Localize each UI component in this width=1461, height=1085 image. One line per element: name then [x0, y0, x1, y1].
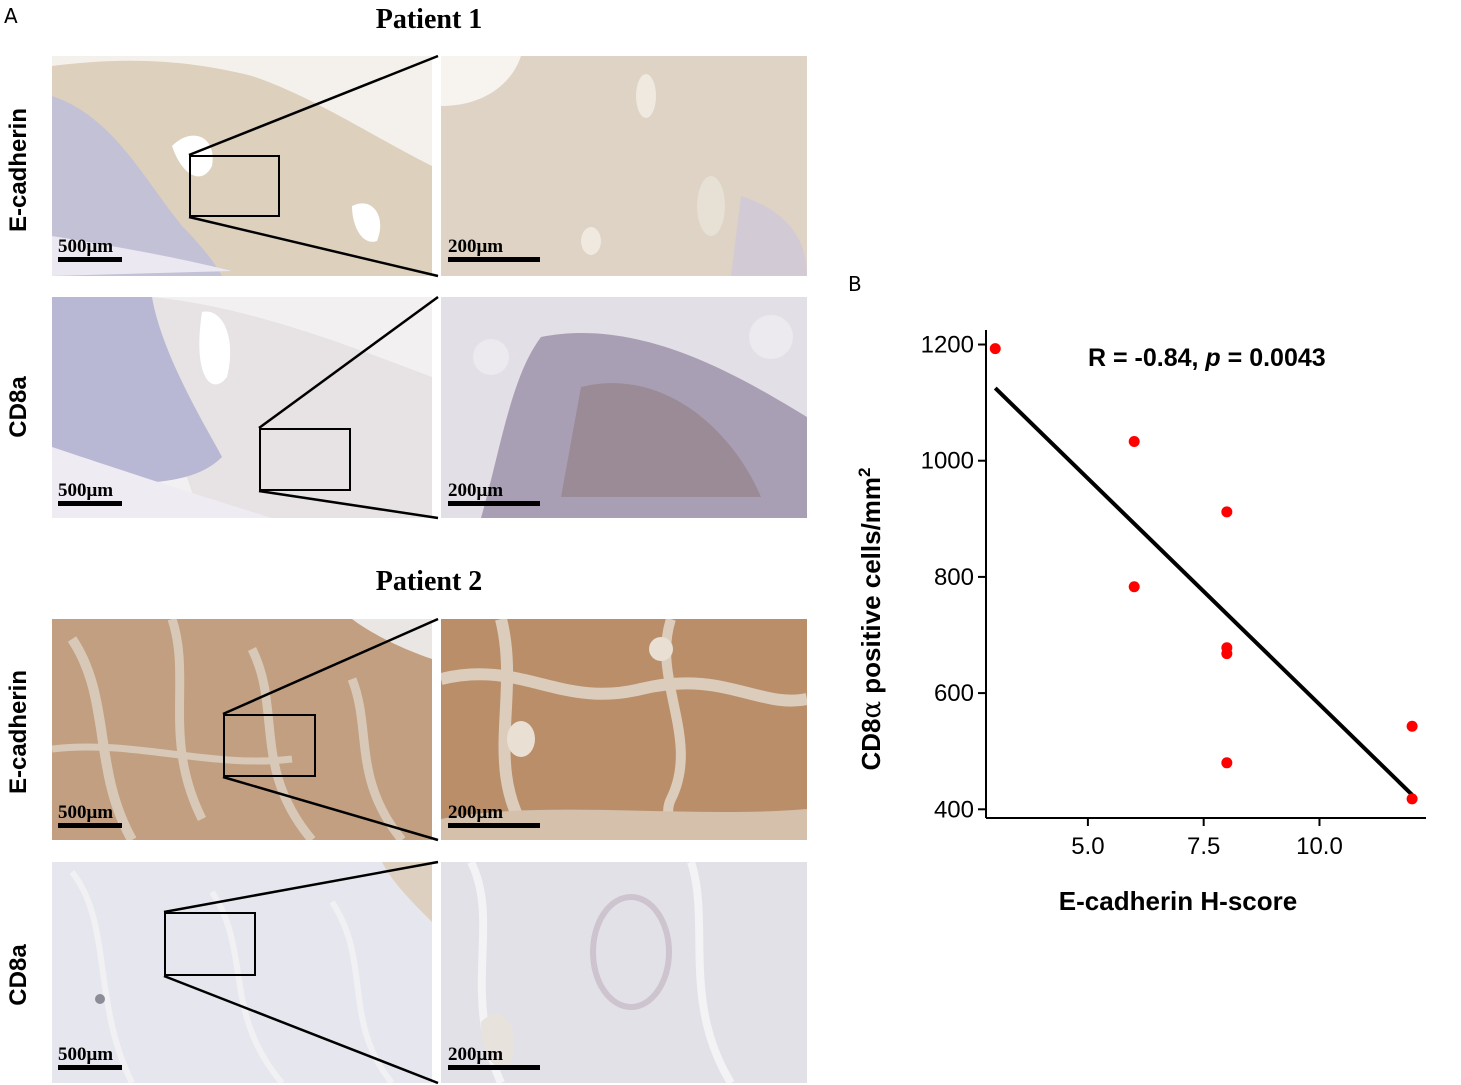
tissue-zoom-graphic: [441, 619, 807, 840]
p2-ecadherin-overview-image: [52, 619, 432, 840]
chart-ticks: 400 600 800 1000 1200 5.0 7.5 10.0: [921, 332, 1343, 860]
data-point: [1128, 436, 1140, 448]
connector-line: [222, 775, 439, 842]
scale-bar: [448, 257, 540, 262]
y-tick-label: 600: [934, 680, 974, 707]
p2-ecadherin-zoom-box: [223, 714, 316, 777]
data-point: [989, 343, 1001, 355]
y-tick-label: 400: [934, 796, 974, 823]
tissue-zoom-graphic: [441, 862, 807, 1083]
y-axis-label: CD8α positive cells/mm2: [855, 467, 887, 770]
scale-bar: [448, 1065, 540, 1070]
tissue-zoom-graphic: [441, 56, 807, 276]
regression-line: [993, 386, 1414, 797]
p2-cd8a-zoom-image: [441, 862, 807, 1083]
p1-cd8a-zoom-box: [259, 428, 351, 491]
x-axis-label: E-cadherin H-score: [1059, 886, 1297, 916]
scale-label: 200μm: [448, 236, 504, 257]
correlation-annotation: R = -0.84, p = 0.0043: [1088, 344, 1326, 372]
connector-line: [258, 295, 439, 430]
p1-ecadherin-overview-image: [52, 56, 432, 276]
scatter-chart: 400 600 800 1000 1200 5.0 7.5 10.0 E-cadherin H…: [855, 330, 1426, 916]
connector-line: [163, 860, 439, 914]
scale-label: 500μm: [58, 1044, 114, 1065]
scale-bar: [58, 501, 122, 506]
x-tick-label: 5.0: [1071, 833, 1104, 860]
p2-cd8a-zoom-box: [164, 912, 256, 976]
scale-bar: [58, 823, 122, 828]
p2-cd8a-overview-scalebar: 500μm: [58, 1045, 122, 1070]
tissue-zoom-graphic: [441, 297, 807, 518]
scale-bar: [448, 823, 540, 828]
p2-ecadherin-overview-scalebar: 500μm: [58, 803, 122, 828]
scale-label: 200μm: [448, 1044, 504, 1065]
p2-cd8a-zoom-scalebar: 200μm: [448, 1045, 540, 1070]
scale-label: 200μm: [448, 802, 504, 823]
data-point: [1221, 648, 1233, 660]
data-point: [1406, 793, 1418, 805]
p2-ecadherin-zoom-image: [441, 619, 807, 840]
data-point: [1406, 720, 1418, 732]
scale-bar: [58, 257, 122, 262]
panel-a-label: A: [4, 4, 18, 28]
connector-line: [222, 617, 439, 716]
scale-label: 500μm: [58, 236, 114, 257]
patient-2-title: Patient 2: [375, 566, 483, 597]
y-tick-label: 1000: [921, 448, 974, 475]
p1-ecadherin-overview-scalebar: 500μm: [58, 237, 122, 262]
y-tick-label: 800: [934, 564, 974, 591]
scale-label: 500μm: [58, 802, 114, 823]
connector-line: [163, 974, 439, 1084]
data-point: [1221, 506, 1233, 518]
y-axis-label-greek: α: [857, 701, 887, 719]
y-axis-label-main: CD8: [856, 719, 886, 771]
scale-bar: [58, 1065, 122, 1070]
data-point: [1221, 757, 1233, 769]
annotation-r: R = -0.84,: [1088, 344, 1205, 372]
chart-marks: [989, 343, 1418, 805]
y-axis-label-sup: 2: [855, 467, 874, 476]
p1-cd8a-zoom-scalebar: 200μm: [448, 481, 540, 506]
y-axis-label-rest: positive cells/mm: [856, 477, 886, 701]
patient-1-title: Patient 1: [375, 4, 483, 35]
data-point: [1128, 581, 1140, 593]
tissue-overview-graphic: [52, 56, 432, 276]
annotation-p-symbol: p: [1204, 344, 1220, 372]
scale-bar: [448, 501, 540, 506]
p2-ecadherin-zoom-scalebar: 200μm: [448, 803, 540, 828]
p1-cd8a-zoom-image: [441, 297, 807, 518]
p1-cd8a-overview-scalebar: 500μm: [58, 481, 122, 506]
annotation-p-value: = 0.0043: [1221, 344, 1326, 372]
chart-axes: [985, 330, 1426, 819]
scale-label: 500μm: [58, 480, 114, 501]
connector-line: [188, 215, 439, 278]
panel-b-label: B: [848, 272, 862, 296]
y-tick-label: 1200: [921, 332, 974, 359]
x-tick-label: 10.0: [1296, 833, 1343, 860]
p1-ecadherin-zoom-scalebar: 200μm: [448, 237, 540, 262]
scale-label: 200μm: [448, 480, 504, 501]
p1-ecadherin-zoom-box: [189, 155, 280, 217]
x-tick-label: 7.5: [1187, 833, 1220, 860]
tissue-overview-graphic: [52, 619, 432, 840]
connector-line: [188, 54, 439, 157]
p1-ecadherin-zoom-image: [441, 56, 807, 276]
connector-line: [258, 489, 439, 520]
